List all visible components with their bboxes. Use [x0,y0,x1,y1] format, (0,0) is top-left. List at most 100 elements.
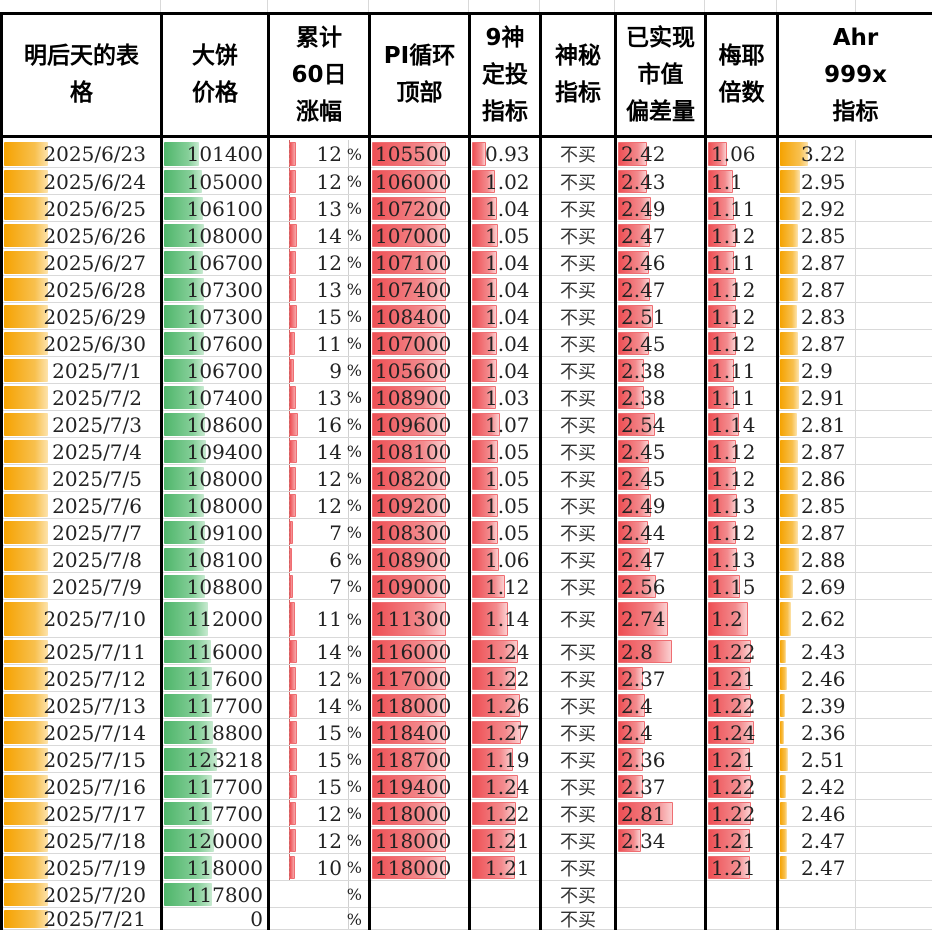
cell-mvrv[interactable]: 2.47 [617,546,704,573]
cell-gain[interactable]: 12% [270,249,368,276]
header-ahr999x[interactable]: Ahr 999x 指标 [779,12,932,138]
cell-gain[interactable]: 10% [270,854,368,881]
cell-gain[interactable]: 12% [270,827,368,854]
cell-mystic[interactable]: 不买 [542,800,614,827]
cell-mayer[interactable]: 1.22 [707,638,776,665]
cell-date[interactable]: 2025/7/10 [3,600,160,638]
cell-ahr[interactable] [779,881,855,908]
cell-mvrv[interactable]: 2.43 [617,168,704,195]
cell-ahr[interactable]: 2.86 [779,465,855,492]
cell-nine[interactable]: 1.24 [471,773,539,800]
cell-date[interactable]: 2025/6/28 [3,276,160,303]
cell-gain[interactable]: 12% [270,800,368,827]
cell-mayer[interactable]: 1.2 [707,600,776,638]
cell-gain[interactable]: 16% [270,411,368,438]
header-pi-cycle[interactable]: PI循环 顶部 [371,12,468,138]
cell-price[interactable]: 108000 [163,465,267,492]
cell-price[interactable]: 106100 [163,195,267,222]
cell-ahr[interactable]: 3.22 [779,140,855,168]
cell-date[interactable]: 2025/6/26 [3,222,160,249]
cell-price[interactable]: 116000 [163,638,267,665]
cell-pi[interactable]: 108400 [371,303,468,330]
cell-mystic[interactable]: 不买 [542,692,614,719]
cell-pi[interactable]: 108300 [371,519,468,546]
cell-gain[interactable]: 13% [270,384,368,411]
cell-mystic[interactable]: 不买 [542,330,614,357]
cell-mvrv[interactable] [617,881,704,908]
header-mvrv[interactable]: 已实现 市值 偏差量 [617,12,704,138]
cell-nine[interactable]: 1.05 [471,465,539,492]
cell-nine[interactable]: 1.05 [471,492,539,519]
cell-nine[interactable]: 1.27 [471,719,539,746]
cell-price[interactable]: 109100 [163,519,267,546]
cell-mystic[interactable]: 不买 [542,827,614,854]
cell-mayer[interactable]: 1.11 [707,357,776,384]
cell-pi[interactable]: 109000 [371,573,468,600]
cell-mayer[interactable]: 1.12 [707,222,776,249]
cell-mystic[interactable]: 不买 [542,303,614,330]
cell-mvrv[interactable]: 2.46 [617,249,704,276]
cell-mvrv[interactable]: 2.8 [617,638,704,665]
cell-price[interactable]: 108600 [163,411,267,438]
cell-date[interactable]: 2025/7/5 [3,465,160,492]
cell-gain[interactable]: 6% [270,546,368,573]
cell-mystic[interactable]: 不买 [542,384,614,411]
cell-mvrv[interactable]: 2.4 [617,692,704,719]
cell-mvrv[interactable]: 2.4 [617,719,704,746]
cell-pi[interactable]: 117000 [371,665,468,692]
cell-ahr[interactable]: 2.39 [779,692,855,719]
cell-nine[interactable]: 1.05 [471,519,539,546]
cell-nine[interactable]: 1.19 [471,746,539,773]
cell-mvrv[interactable]: 2.45 [617,438,704,465]
cell-nine[interactable]: 1.12 [471,573,539,600]
cell-date[interactable]: 2025/7/6 [3,492,160,519]
cell-mvrv[interactable]: 2.47 [617,276,704,303]
cell-pi[interactable]: 116000 [371,638,468,665]
cell-nine[interactable]: 1.22 [471,800,539,827]
cell-price[interactable]: 117700 [163,692,267,719]
cell-gain[interactable]: 11% [270,600,368,638]
cell-date[interactable]: 2025/7/15 [3,746,160,773]
cell-gain[interactable]: 13% [270,195,368,222]
cell-price[interactable]: 108000 [163,222,267,249]
cell-mystic[interactable]: 不买 [542,881,614,908]
cell-ahr[interactable]: 2.36 [779,719,855,746]
cell-ahr[interactable]: 2.46 [779,665,855,692]
cell-nine[interactable] [471,908,539,930]
cell-mayer[interactable] [707,881,776,908]
cell-mystic[interactable]: 不买 [542,492,614,519]
cell-mvrv[interactable] [617,854,704,881]
cell-mvrv[interactable]: 2.47 [617,222,704,249]
cell-nine[interactable]: 1.22 [471,665,539,692]
cell-ahr[interactable]: 2.87 [779,249,855,276]
cell-ahr[interactable]: 2.47 [779,854,855,881]
cell-price[interactable]: 117700 [163,800,267,827]
cell-date[interactable]: 2025/7/3 [3,411,160,438]
cell-date[interactable]: 2025/7/9 [3,573,160,600]
cell-price[interactable]: 108100 [163,546,267,573]
cell-pi[interactable]: 109600 [371,411,468,438]
cell-mvrv[interactable]: 2.56 [617,573,704,600]
cell-mayer[interactable]: 1.12 [707,303,776,330]
cell-price[interactable]: 117700 [163,773,267,800]
cell-ahr[interactable]: 2.9 [779,357,855,384]
cell-price[interactable]: 0 [163,907,267,931]
cell-price[interactable]: 108800 [163,573,267,600]
cell-date[interactable]: 2025/7/21 [3,907,160,931]
cell-mvrv[interactable]: 2.34 [617,827,704,854]
cell-mystic[interactable]: 不买 [542,249,614,276]
cell-mystic[interactable]: 不买 [542,140,614,168]
cell-nine[interactable]: 1.26 [471,692,539,719]
cell-ahr[interactable]: 2.87 [779,519,855,546]
cell-mystic[interactable]: 不买 [542,438,614,465]
cell-mvrv[interactable]: 2.44 [617,519,704,546]
cell-nine[interactable] [471,881,539,908]
cell-mystic[interactable]: 不买 [542,222,614,249]
cell-ahr[interactable]: 2.62 [779,600,855,638]
cell-date[interactable]: 2025/7/17 [3,800,160,827]
cell-date[interactable]: 2025/7/20 [3,881,160,908]
cell-pi[interactable]: 107400 [371,276,468,303]
cell-gain[interactable]: 15% [270,303,368,330]
cell-ahr[interactable]: 2.69 [779,573,855,600]
cell-nine[interactable]: 1.05 [471,438,539,465]
